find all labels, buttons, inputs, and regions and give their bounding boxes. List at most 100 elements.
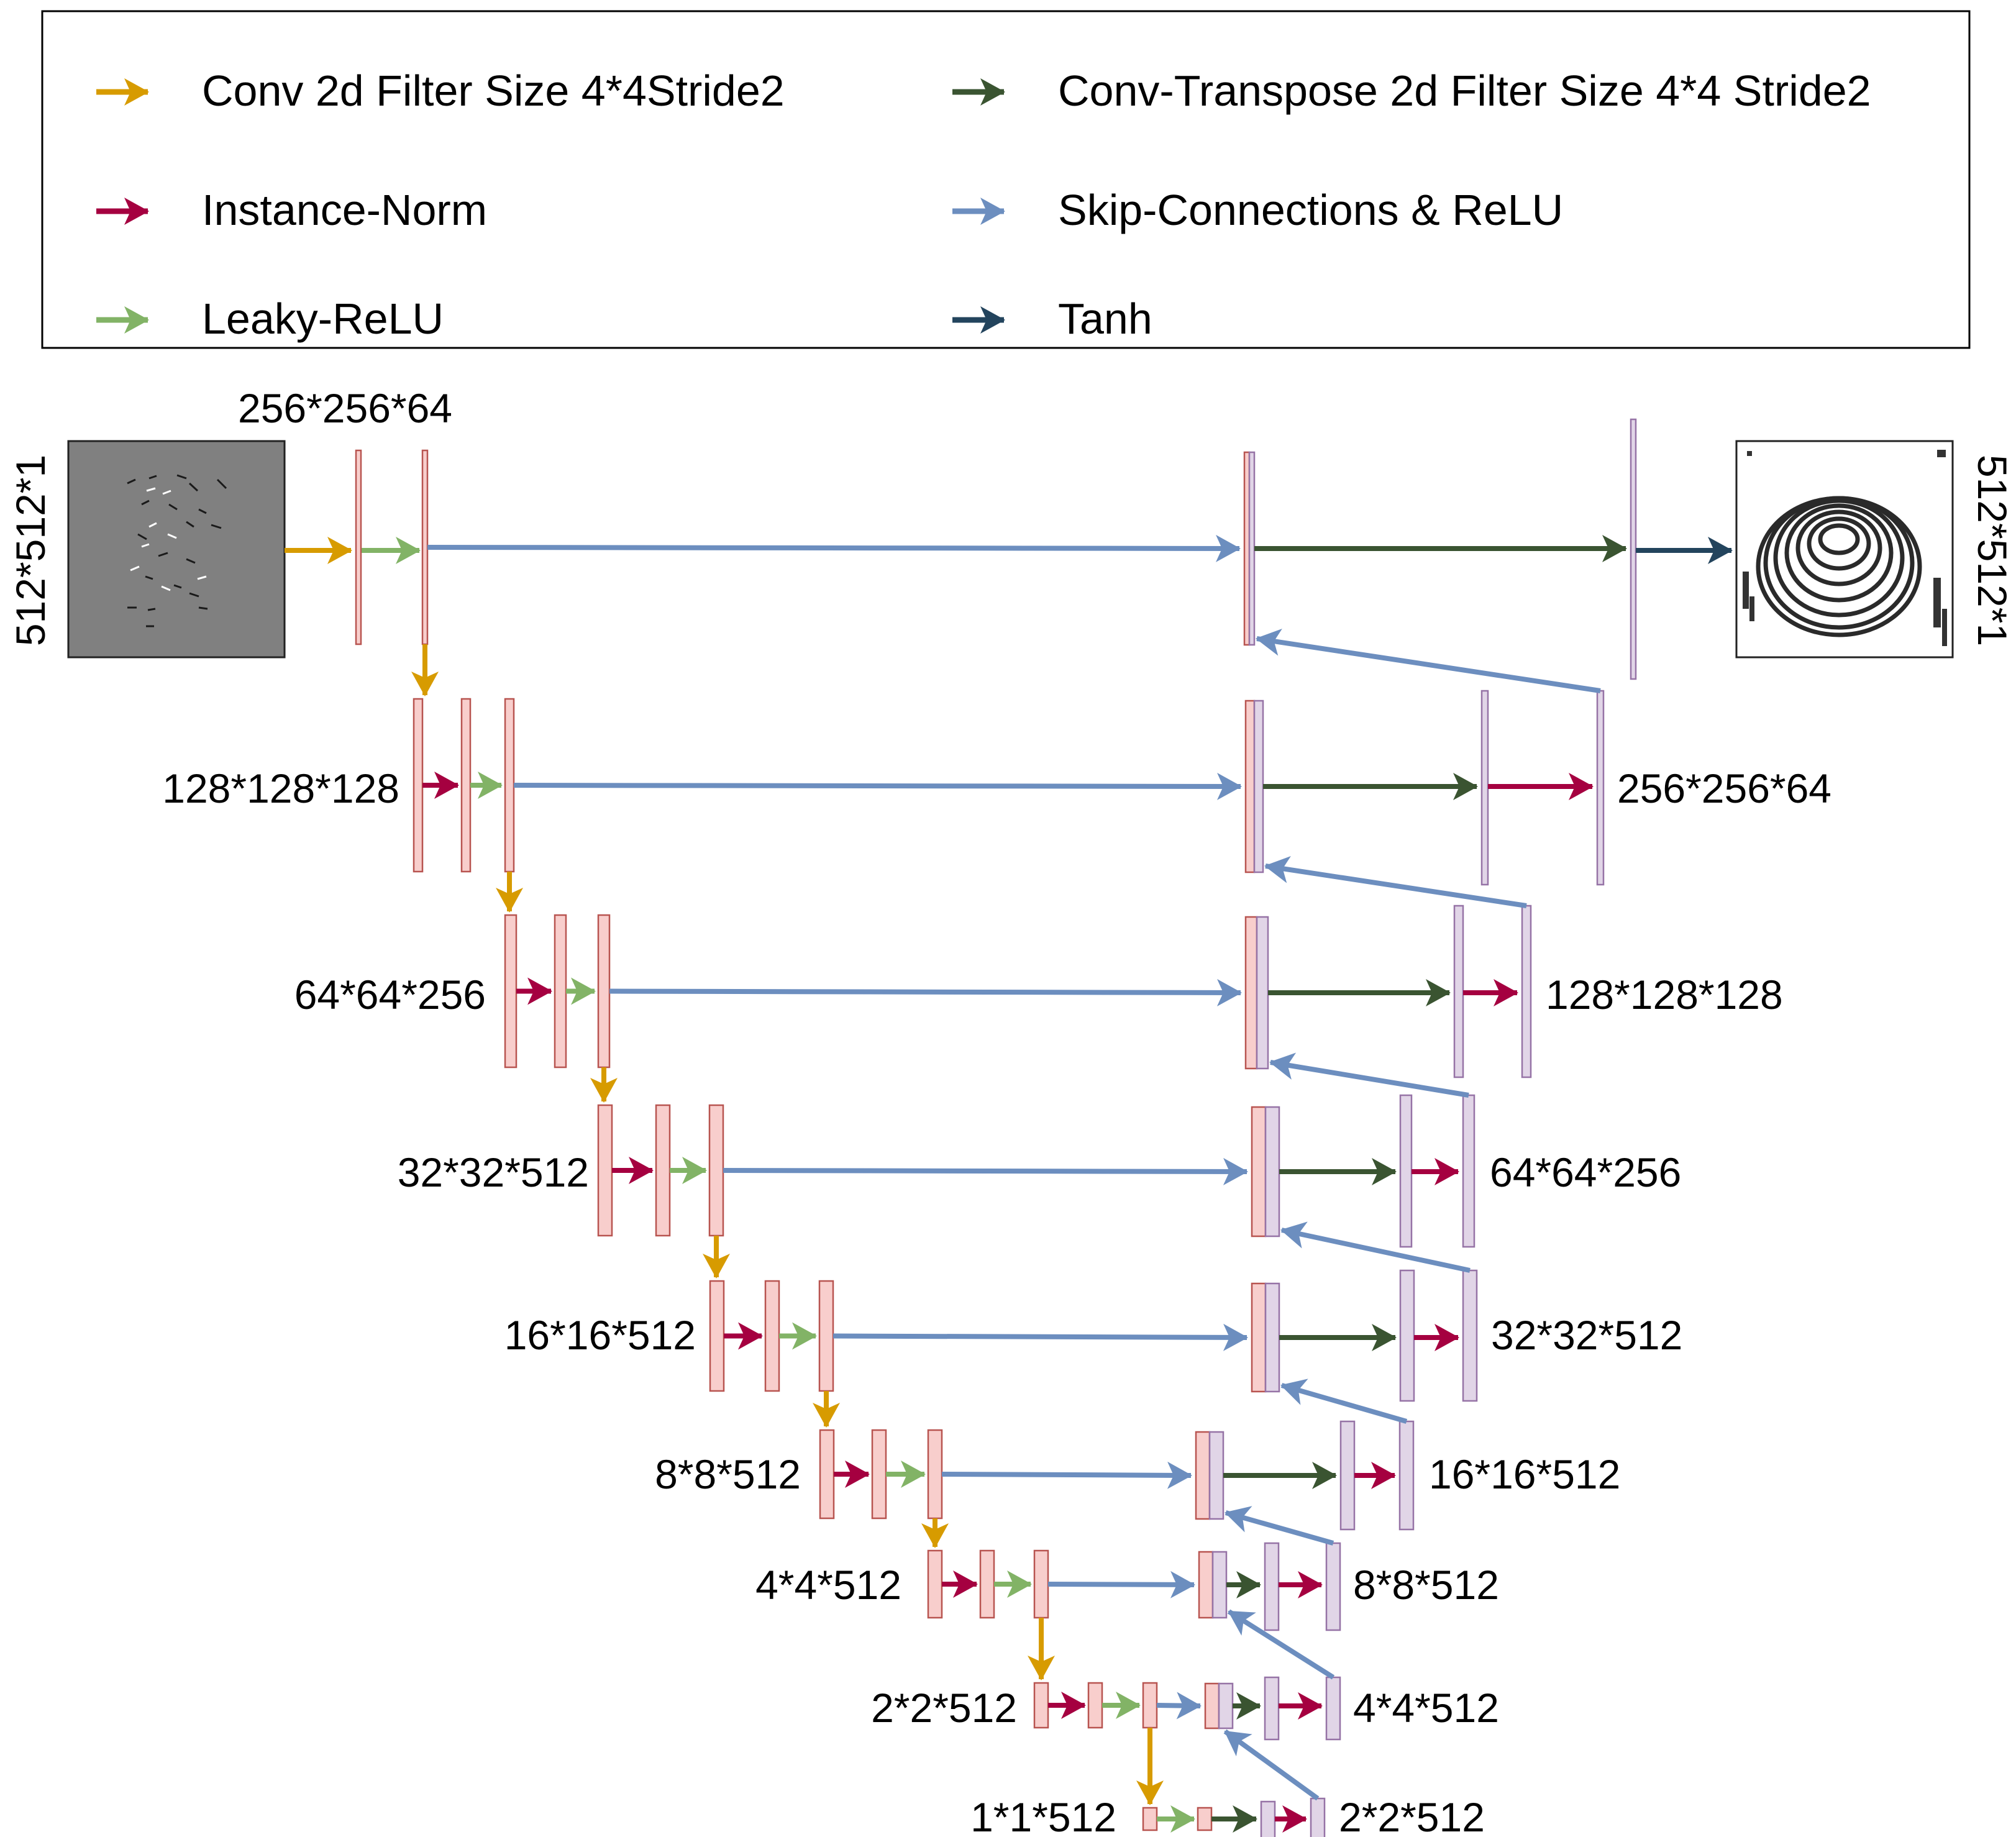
- encoder-layer-7-2: [1142, 1682, 1158, 1729]
- decoder-layer-1-0: [1480, 690, 1489, 886]
- concat-encoder-part-5: [1195, 1431, 1211, 1520]
- up-relu-arrow-2: [1264, 855, 1527, 908]
- inner-up-arrow: [1223, 1729, 1320, 1801]
- legend-label-leaky-relu: Leaky-ReLU: [202, 294, 444, 343]
- legend-item-tanh: Tanh: [952, 294, 1152, 343]
- encoder-layer-7-1: [1087, 1682, 1103, 1729]
- decoder-label-6: 4*4*512: [1353, 1685, 1499, 1731]
- encoder-layer-1-1: [460, 698, 472, 873]
- encoder-layer-0-0: [355, 449, 362, 645]
- encoder-layer-2-1: [554, 914, 567, 1069]
- up-relu-arrow-3: [1269, 1052, 1469, 1098]
- encoder-layer-8-0: [1142, 1807, 1158, 1831]
- decoder-layer-5-0: [1339, 1420, 1356, 1531]
- encoder-label-2: 64*64*256: [294, 972, 486, 1018]
- encoder-layer-3-2: [708, 1104, 724, 1237]
- concat-encoder-part-6: [1198, 1551, 1214, 1619]
- up-relu-arrow-4: [1280, 1221, 1471, 1273]
- concat-decoder-part-1: [1253, 700, 1264, 873]
- skip-arrow-2: [609, 978, 1242, 1006]
- legend-item-conv-transpose: Conv-Transpose 2d Filter Size 4*4 Stride…: [952, 66, 1871, 115]
- legend-item-skip: Skip-Connections & ReLU: [952, 186, 1563, 234]
- decoder-layer-6-1: [1325, 1542, 1341, 1631]
- decoder-layer-3-0: [1399, 1094, 1413, 1248]
- decoder-layer-4-1: [1462, 1269, 1478, 1402]
- legend-item-instance-norm: Instance-Norm: [96, 186, 487, 234]
- legend-label-skip: Skip-Connections & ReLU: [1058, 186, 1563, 234]
- decoder-layer-7-0: [1264, 1676, 1280, 1741]
- encoder-label-5: 8*8*512: [655, 1451, 801, 1497]
- encoder-layer-1-2: [504, 698, 515, 873]
- legend-label-instance-norm: Instance-Norm: [202, 186, 487, 234]
- decoder-label-0: 256*256*64: [1617, 765, 1831, 811]
- legend-item-leaky-relu: Leaky-ReLU: [96, 294, 444, 343]
- concat-decoder-part-6: [1211, 1551, 1228, 1619]
- decoder-layer-5-1: [1398, 1420, 1415, 1531]
- decoder-label-3: 32*32*512: [1491, 1312, 1682, 1358]
- output-fingerprint-image: [1735, 440, 1954, 659]
- decoder-layer-3-1: [1462, 1094, 1476, 1248]
- decoder-layer-2-1: [1521, 905, 1532, 1078]
- skip-arrow-6: [1047, 1570, 1195, 1598]
- up-relu-arrow-7: [1227, 1609, 1335, 1680]
- encoder-layer-7-0: [1033, 1682, 1049, 1729]
- concat-decoder-part-3: [1264, 1106, 1280, 1238]
- encoder-layer-5-0: [819, 1429, 835, 1520]
- concat-encoder-part-3: [1251, 1106, 1267, 1238]
- encoder-label-3: 32*32*512: [398, 1149, 589, 1195]
- skip-arrow-3: [723, 1157, 1248, 1185]
- input-size-label: 512*512*1: [7, 455, 53, 646]
- decoder-layer-2-0: [1453, 905, 1464, 1078]
- skip-arrow-5: [941, 1461, 1192, 1489]
- concat-decoder-part-5: [1208, 1431, 1225, 1520]
- encoder-layer-2-0: [504, 914, 518, 1069]
- decoder-layer-1-1: [1596, 690, 1605, 886]
- encoder-layer-3-1: [655, 1104, 671, 1237]
- legend: Conv 2d Filter Size 4*4Stride2 Instance-…: [41, 10, 1971, 349]
- skip-arrow-1: [513, 772, 1242, 800]
- up-relu-arrow-5: [1280, 1379, 1408, 1424]
- encoder-layer-5-2: [927, 1429, 943, 1520]
- decoder-layer-4-0: [1399, 1269, 1415, 1402]
- decoder-layer-8-1: [1310, 1797, 1326, 1837]
- encoder-label-6: 4*4*512: [755, 1562, 901, 1608]
- decoder-layer-7-1: [1325, 1676, 1341, 1741]
- decoder-label-7: 2*2*512: [1339, 1794, 1485, 1837]
- encoder-layer-3-0: [597, 1104, 613, 1237]
- encoder-layer-8-1: [1197, 1807, 1213, 1831]
- connections: [285, 534, 1733, 1833]
- encoder-layer-4-2: [818, 1280, 834, 1392]
- decoder-label-1: 128*128*128: [1546, 972, 1783, 1018]
- concat-decoder-part-0: [1248, 451, 1256, 646]
- input-image: [67, 440, 286, 659]
- legend-label-tanh: Tanh: [1058, 294, 1152, 343]
- encoder-label-8: 1*1*512: [970, 1794, 1116, 1837]
- skip-arrow-7: [1156, 1692, 1202, 1720]
- skip-arrow-4: [832, 1323, 1248, 1351]
- encoder-label-4: 16*16*512: [504, 1312, 696, 1358]
- layer-blocks: [355, 418, 1637, 1837]
- output-size-label: 512*512*1: [1969, 455, 2015, 646]
- decoder-label-5: 8*8*512: [1353, 1562, 1499, 1608]
- legend-label-conv: Conv 2d Filter Size 4*4Stride2: [202, 66, 785, 115]
- concat-decoder-part-7: [1218, 1682, 1234, 1730]
- skip-arrow-0: [427, 534, 1241, 562]
- decoder-label-4: 16*16*512: [1429, 1451, 1620, 1497]
- decoder-layer-8-0: [1260, 1800, 1276, 1837]
- decoder-layer-6-0: [1264, 1542, 1280, 1631]
- legend-box: [41, 10, 1971, 349]
- concat-encoder-part-2: [1244, 916, 1258, 1070]
- encoder-layer-0-1: [421, 449, 429, 645]
- encoder-layer-4-0: [709, 1280, 725, 1392]
- encoder-layer-6-1: [979, 1549, 995, 1619]
- encoder-layer-5-1: [871, 1429, 887, 1520]
- decoder-layer-0-0: [1630, 418, 1637, 680]
- encoder-layer-6-2: [1033, 1549, 1049, 1619]
- encoder-layer-6-0: [927, 1549, 943, 1619]
- concat-decoder-part-4: [1264, 1282, 1280, 1393]
- up-relu-arrow-1: [1256, 628, 1601, 693]
- decoder-label-2: 64*64*256: [1490, 1149, 1681, 1195]
- encoder-layer-4-1: [764, 1280, 780, 1392]
- concat-encoder-part-4: [1251, 1282, 1267, 1393]
